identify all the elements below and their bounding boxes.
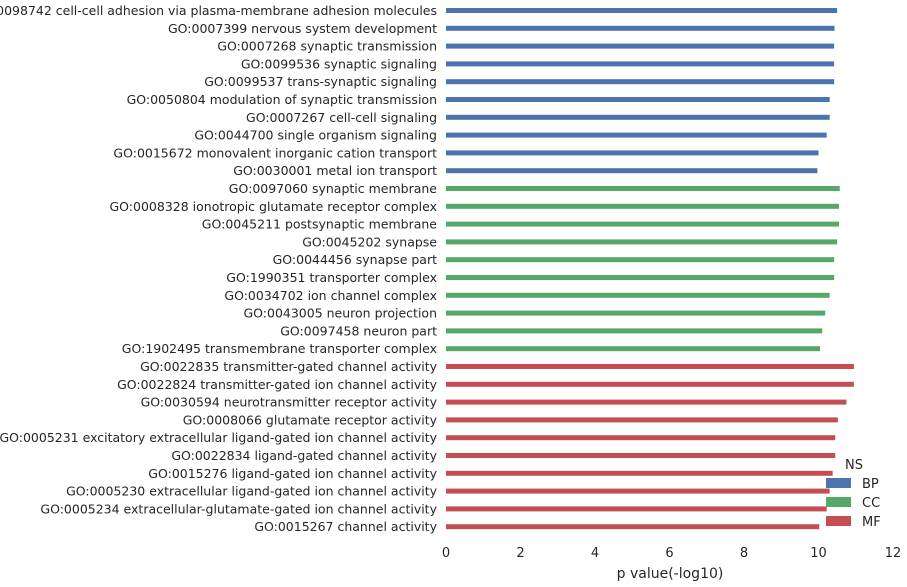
bar-bp — [446, 150, 819, 156]
category-label: GO:0030594 neurotransmitter receptor act… — [141, 395, 438, 410]
legend-swatch-cc — [826, 497, 851, 507]
bar-cc — [446, 221, 839, 227]
bar-bp — [446, 168, 818, 174]
category-label: GO:0044456 synapse part — [273, 252, 437, 267]
x-tick-label: 0 — [442, 546, 450, 561]
legend-label-mf: MF — [862, 515, 881, 530]
bar-mf — [446, 435, 836, 441]
category-label: GO:0005231 excitatory extracellular liga… — [0, 430, 438, 445]
bar-cc — [446, 239, 838, 245]
bar-cc — [446, 203, 839, 209]
category-label: GO:0007268 synaptic transmission — [217, 39, 437, 54]
legend-label-bp: BP — [862, 477, 879, 492]
category-label: GO:0043005 neuron projection — [243, 306, 437, 321]
category-label: GO:0097060 synaptic membrane — [229, 181, 438, 196]
category-label: GO:0099537 trans-synaptic signaling — [204, 74, 437, 89]
bar-bp — [446, 8, 838, 13]
bar-mf — [446, 524, 820, 530]
category-label: GO:0005230 extracellular ligand-gated io… — [66, 484, 438, 499]
category-label: GO:0015672 monovalent inorganic cation t… — [113, 145, 437, 160]
bar-bp — [446, 79, 835, 85]
bar-mf — [446, 470, 833, 476]
category-label: GO:0015267 channel activity — [254, 519, 437, 534]
category-label: GO:0045211 postsynaptic membrane — [202, 217, 438, 232]
category-label: GO:0007267 cell-cell signaling — [246, 110, 437, 125]
bar-cc — [446, 186, 840, 191]
category-label: GO:1902495 transmembrane transporter com… — [122, 341, 437, 356]
category-label: GO:0022834 ligand-gated channel activity — [171, 448, 437, 463]
x-axis-label: p value(-log10) — [617, 566, 724, 582]
bar-cc — [446, 310, 826, 316]
category-label: GO:0008066 glutamate receptor activity — [183, 412, 438, 427]
x-tick-label: 2 — [516, 546, 524, 561]
bar-bp — [446, 61, 835, 67]
bar-mf — [446, 399, 847, 405]
legend-label-cc: CC — [862, 496, 880, 511]
category-label: GO:0050804 modulation of synaptic transm… — [127, 92, 437, 107]
bar-mf — [446, 364, 854, 369]
x-tick-label: 8 — [740, 546, 748, 561]
x-tick-label: 6 — [665, 546, 673, 561]
category-label: GO:0022835 transmitter-gated channel act… — [140, 359, 437, 374]
bars-layer — [446, 8, 854, 530]
x-tick-label: 12 — [885, 546, 902, 561]
category-label: GO:0007399 nervous system development — [168, 21, 437, 36]
bar-cc — [446, 328, 823, 334]
category-label: GO:0005234 extracellular-glutamate-gated… — [40, 501, 437, 516]
bar-bp — [446, 97, 830, 102]
category-label: GO:0022824 transmitter-gated ion channel… — [117, 377, 438, 392]
legend-swatch-bp — [826, 478, 851, 488]
legend-title: NS — [845, 458, 863, 473]
bar-cc — [446, 346, 820, 352]
category-label: GO:0099536 synaptic signaling — [241, 56, 437, 71]
category-label: GO:0044700 single organism signaling — [194, 128, 437, 143]
bar-cc — [446, 292, 830, 298]
legend-swatch-mf — [826, 516, 851, 526]
category-label: GO:0008328 ionotropic glutamate receptor… — [110, 199, 438, 214]
category-label: GO:0045202 synapse — [302, 234, 437, 249]
x-axis: 0 2 4 6 8 10 12 — [442, 546, 901, 561]
bar-cc — [446, 275, 835, 280]
x-tick-label: 4 — [591, 546, 599, 561]
category-label: GO:1990351 transporter complex — [226, 270, 437, 285]
category-label: GO:0034702 ion channel complex — [224, 288, 437, 303]
bar-mf — [446, 381, 854, 387]
category-labels: GO:0098742 cell-cell adhesion via plasma… — [0, 3, 438, 534]
legend: NS BP CC MF — [826, 458, 881, 530]
x-tick-label: 10 — [810, 546, 827, 561]
category-label: GO:0030001 metal ion transport — [233, 163, 437, 178]
bar-mf — [446, 506, 827, 512]
bar-bp — [446, 114, 830, 120]
bar-mf — [446, 453, 836, 458]
bar-cc — [446, 257, 835, 263]
bar-bp — [446, 43, 835, 49]
bar-mf — [446, 488, 830, 494]
category-label: GO:0015276 ligand-gated ion channel acti… — [148, 466, 437, 481]
bar-bp — [446, 25, 835, 31]
category-label: GO:0097458 neuron part — [280, 323, 437, 338]
bar-mf — [446, 417, 838, 423]
category-label: GO:0098742 cell-cell adhesion via plasma… — [0, 3, 437, 18]
bar-bp — [446, 132, 827, 138]
